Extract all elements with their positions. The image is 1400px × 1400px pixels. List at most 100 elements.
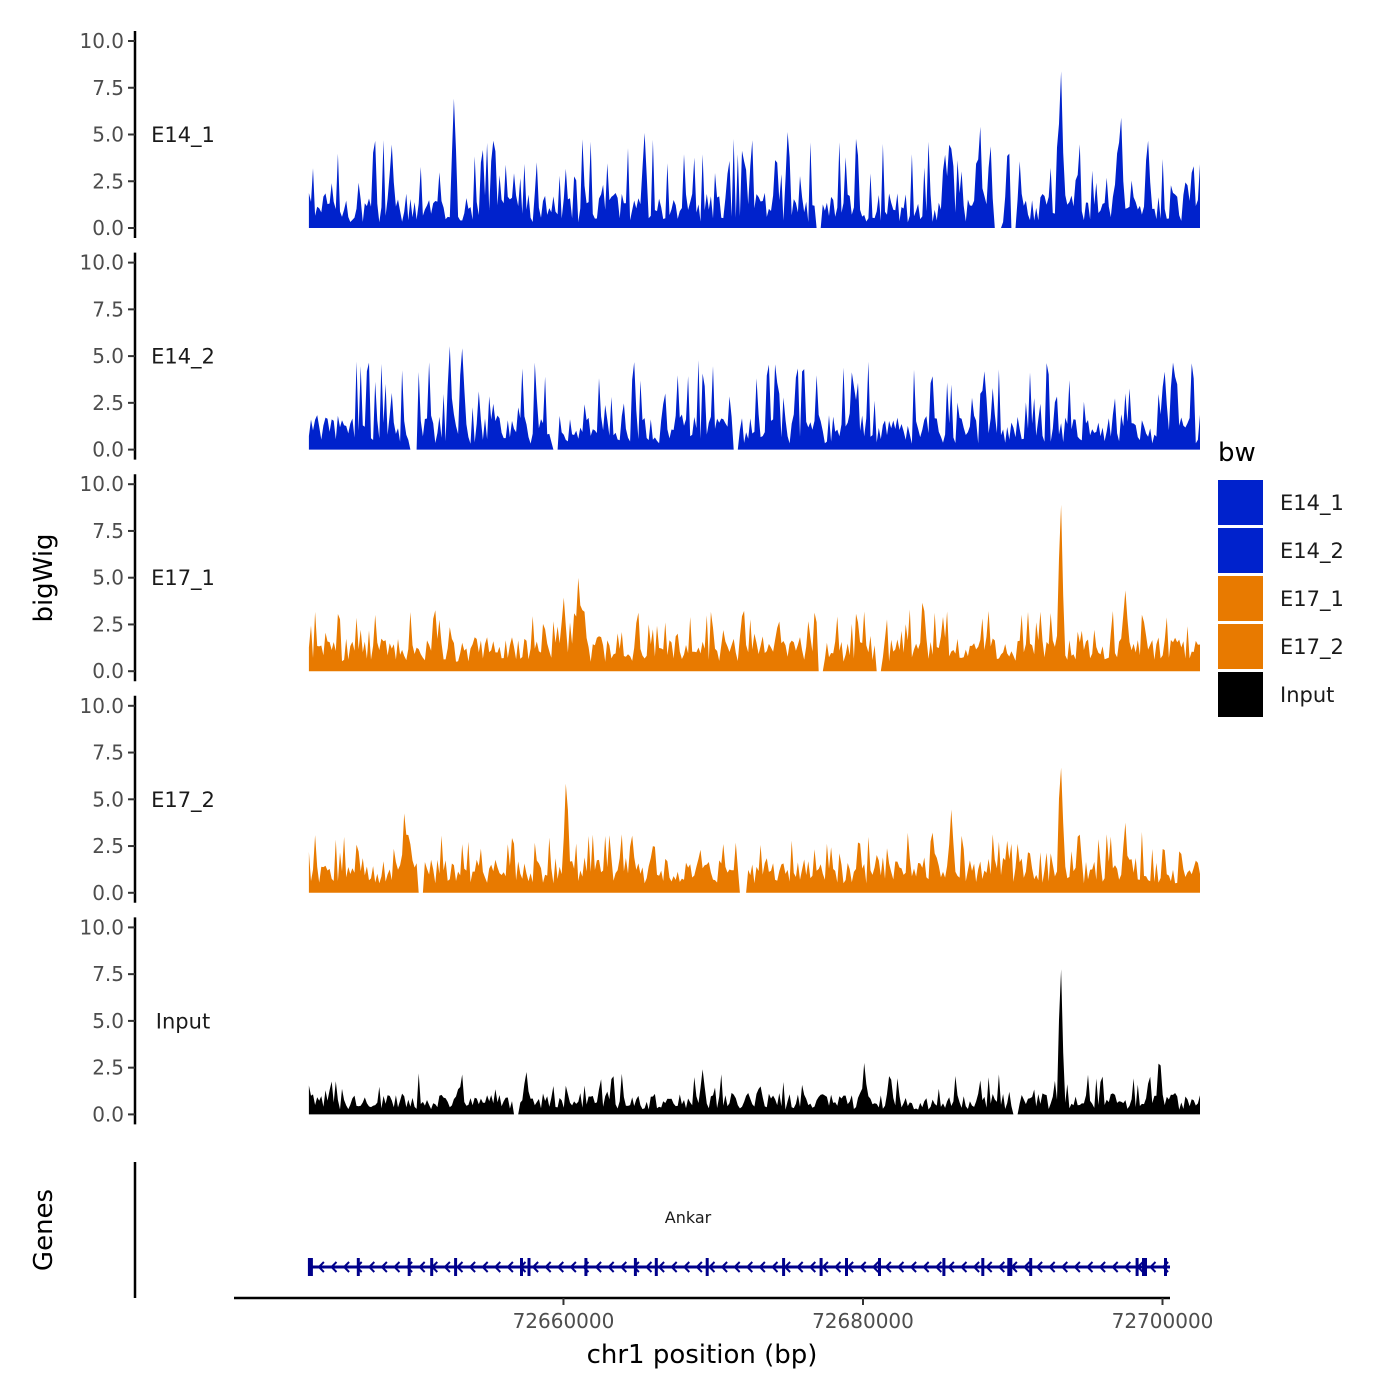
strand-arrow <box>355 1261 363 1273</box>
strand-arrow <box>934 1261 943 1273</box>
strand-arrow <box>884 1261 892 1273</box>
strand-arrow <box>871 1261 880 1273</box>
strand-arrow <box>594 1261 602 1273</box>
gene-model-ankar <box>307 1258 1170 1276</box>
coverage-area <box>308 969 1200 1115</box>
strand-arrow <box>506 1261 514 1273</box>
track-input: 0.0 2.5 5.0 7.5 10.0 Input <box>79 915 1200 1126</box>
strand-arrow <box>834 1261 842 1273</box>
strand-arrow <box>1048 1261 1056 1273</box>
gene-exon <box>1007 1258 1013 1276</box>
gene-exon <box>654 1258 658 1276</box>
y-tick-label: 5.0 <box>92 344 124 368</box>
track-e17-2: 0.0 2.5 5.0 7.5 10.0 E17_2 <box>79 694 1200 905</box>
strand-arrow <box>645 1261 653 1273</box>
x-tick-label: 72700000 <box>1112 1309 1214 1333</box>
track-e17-1: 0.0 2.5 5.0 7.5 10.0 E17_1 <box>79 472 1200 683</box>
coverage-area <box>308 504 1200 672</box>
strand-arrow <box>657 1261 665 1273</box>
legend-label: E17_2 <box>1280 635 1344 660</box>
gene-exon <box>942 1258 946 1276</box>
x-axis-title: chr1 position (bp) <box>587 1340 818 1370</box>
y-tick-label: 2.5 <box>92 612 124 636</box>
gene-exon <box>307 1258 313 1276</box>
gene-exon <box>520 1258 523 1276</box>
strand-arrow <box>922 1261 930 1273</box>
strand-arrow <box>771 1261 779 1273</box>
x-axis: chr1 position (bp) 72660000 72680000 72700… <box>234 1296 1214 1370</box>
strand-arrow <box>682 1261 691 1273</box>
legend-label: E17_1 <box>1280 587 1344 612</box>
gene-exon <box>633 1258 637 1276</box>
gene-exon <box>356 1258 360 1276</box>
y-axis-title: bigWig <box>29 533 59 622</box>
coverage-area <box>308 71 1200 228</box>
strand-arrow <box>947 1261 955 1273</box>
legend-label: Input <box>1280 683 1334 707</box>
y-tick-label: 10.0 <box>79 915 124 939</box>
strand-arrow <box>619 1261 628 1273</box>
strand-arrow <box>556 1261 565 1273</box>
track-label: Input <box>156 1009 210 1033</box>
gene-exon <box>878 1258 881 1276</box>
strand-arrow <box>317 1261 325 1273</box>
track-label: E17_1 <box>151 566 215 591</box>
legend-title: bw <box>1218 438 1256 468</box>
strand-arrow <box>342 1261 350 1273</box>
gene-exon <box>845 1258 848 1276</box>
gene-exon <box>819 1258 823 1276</box>
legend-swatch <box>1218 528 1263 573</box>
coverage-area <box>308 767 1200 893</box>
y-tick-label: 2.5 <box>92 169 124 193</box>
strand-arrow <box>821 1261 829 1273</box>
strand-arrow <box>670 1261 678 1273</box>
gene-exon <box>407 1258 411 1276</box>
bigwig-tracks: 0.0 2.5 5.0 7.5 10.0 E14_1 0.0 2.5 5.0 7.5 10.0 E14… <box>79 29 1200 1126</box>
y-tick-label: 0.0 <box>92 1102 124 1126</box>
legend: bw E14_1 E14_2 E17_1 E17_2 Input <box>1218 438 1344 717</box>
track-e14-1: 0.0 2.5 5.0 7.5 10.0 E14_1 <box>79 29 1200 240</box>
strand-arrow <box>418 1261 426 1273</box>
y-tick-label: 0.0 <box>92 216 124 240</box>
y-tick-label: 7.5 <box>92 297 124 321</box>
gene-exon <box>1164 1258 1167 1276</box>
y-tick-label: 0.0 <box>92 438 124 462</box>
gene-exon <box>584 1258 588 1276</box>
x-tick-label: 72680000 <box>812 1309 914 1333</box>
strand-arrow <box>859 1261 867 1273</box>
strand-arrow <box>481 1261 489 1273</box>
y-tick-label: 7.5 <box>92 76 124 100</box>
gene-exon <box>981 1258 985 1276</box>
y-tick-label: 2.5 <box>92 391 124 415</box>
legend-label: E14_2 <box>1280 539 1344 564</box>
strand-arrow <box>380 1261 388 1273</box>
strand-arrow <box>745 1261 754 1273</box>
gene-exon <box>1135 1258 1139 1276</box>
strand-arrow <box>733 1261 741 1273</box>
strand-arrow <box>720 1261 728 1273</box>
gene-exon <box>1142 1258 1147 1276</box>
y-tick-label: 5.0 <box>92 123 124 147</box>
strand-arrow <box>1098 1261 1106 1273</box>
coverage-area <box>308 346 1200 450</box>
strand-arrow <box>1123 1261 1132 1273</box>
strand-arrow <box>1023 1261 1031 1273</box>
strand-arrow <box>1086 1261 1094 1273</box>
strand-arrow <box>468 1261 476 1273</box>
strand-arrow <box>1149 1261 1157 1273</box>
genes-panel: Genes Ankar <box>29 1162 1170 1298</box>
track-label: E14_2 <box>151 345 215 370</box>
strand-arrow <box>531 1261 539 1273</box>
strand-arrow <box>393 1261 401 1273</box>
strand-arrow <box>972 1261 980 1273</box>
legend-swatch <box>1218 576 1263 621</box>
strand-arrow <box>544 1261 552 1273</box>
y-tick-label: 5.0 <box>92 1009 124 1033</box>
gene-exon <box>454 1258 458 1276</box>
legend-swatch <box>1218 624 1263 669</box>
legend-label: E14_1 <box>1280 491 1344 516</box>
gene-label-ankar: Ankar <box>665 1208 712 1227</box>
gene-exon <box>1029 1258 1033 1276</box>
strand-arrow <box>846 1261 854 1273</box>
strand-arrow <box>897 1261 905 1273</box>
